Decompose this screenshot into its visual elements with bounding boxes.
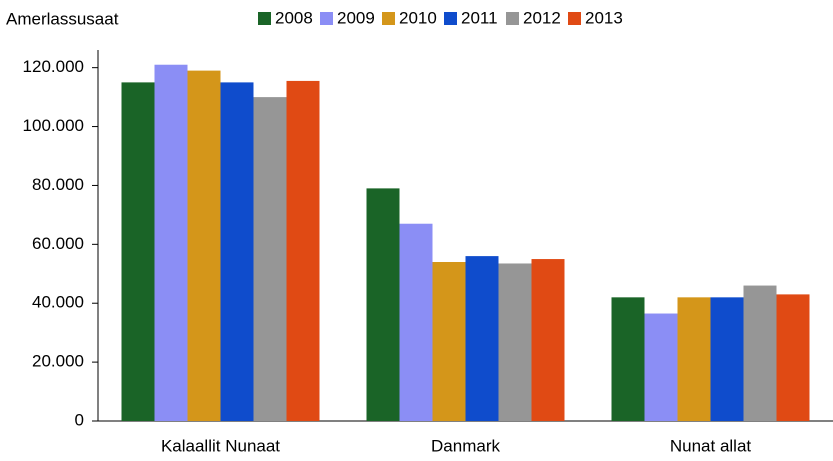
bar	[743, 285, 777, 421]
bar	[432, 262, 466, 421]
bar	[710, 297, 744, 421]
legend-swatch	[258, 12, 271, 25]
x-tick-label: Nunat allat	[670, 436, 752, 455]
legend-label: 2008	[275, 8, 313, 27]
bar	[286, 80, 320, 422]
legend-label: 2011	[461, 8, 498, 27]
y-axis-label: Amerlassusaat	[6, 9, 119, 28]
y-tick-label: 80.000	[32, 175, 84, 194]
legend-swatch	[320, 12, 333, 25]
bar	[187, 70, 221, 421]
bar	[220, 82, 254, 421]
legend-label: 2013	[585, 8, 623, 27]
y-tick-label: 120.000	[23, 57, 84, 76]
x-tick-label: Danmark	[431, 436, 500, 455]
bar	[121, 82, 155, 421]
bar	[253, 97, 287, 421]
bar	[776, 294, 810, 421]
bar	[399, 223, 433, 421]
y-tick-label: 0	[75, 410, 84, 429]
legend-swatch	[444, 12, 457, 25]
legend-label: 2010	[399, 8, 437, 27]
bar	[644, 313, 678, 421]
bar	[677, 297, 711, 421]
x-tick-label: Kalaallit Nunaat	[161, 436, 280, 455]
legend-swatch	[382, 12, 395, 25]
y-tick-label: 40.000	[32, 293, 84, 312]
bar	[531, 259, 565, 421]
legend-label: 2009	[337, 8, 375, 27]
legend-swatch	[506, 12, 519, 25]
bar	[611, 297, 645, 421]
y-tick-label: 20.000	[32, 352, 84, 371]
y-tick-label: 100.000	[23, 116, 84, 135]
bar	[465, 256, 499, 421]
bar	[154, 64, 188, 421]
y-tick-label: 60.000	[32, 234, 84, 253]
legend-swatch	[568, 12, 581, 25]
bar	[366, 188, 400, 421]
legend-label: 2012	[523, 8, 561, 27]
bar	[498, 263, 532, 421]
